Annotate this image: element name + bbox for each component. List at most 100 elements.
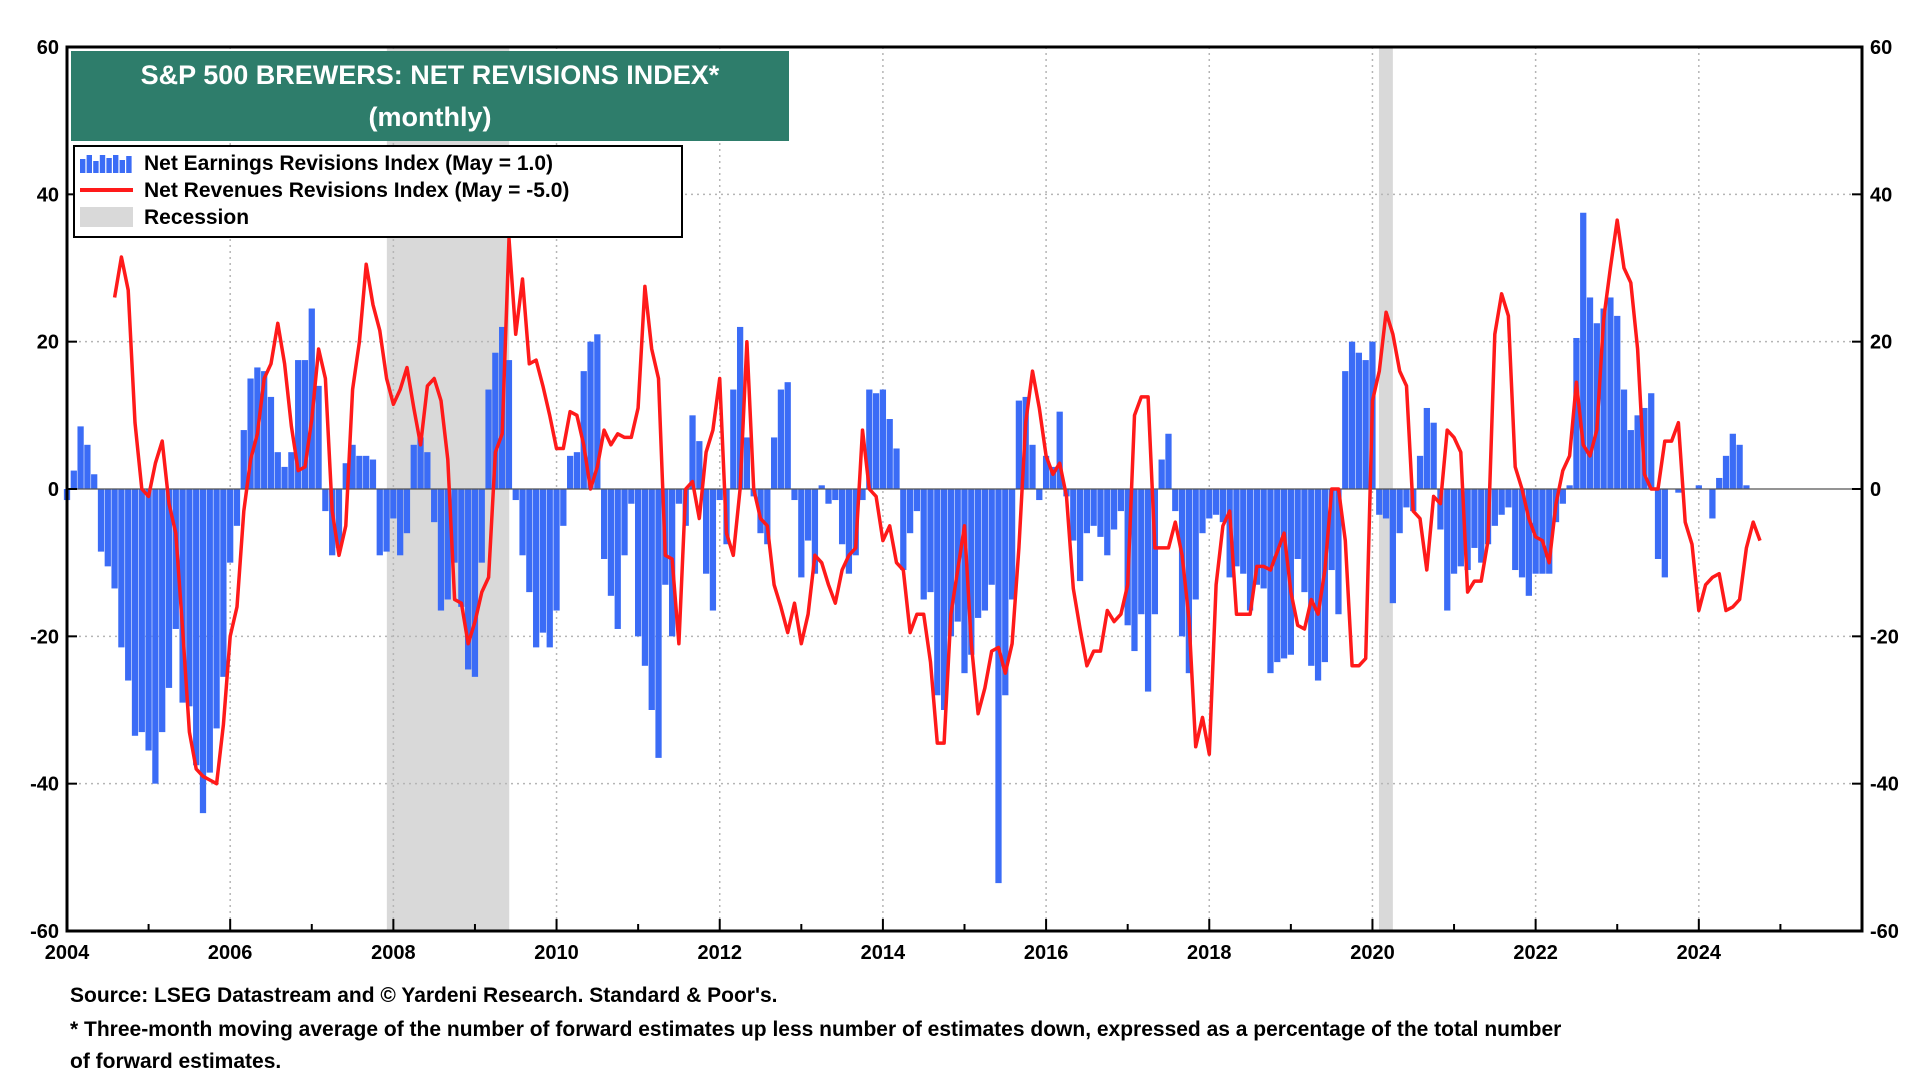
earnings-bar (1328, 489, 1335, 571)
earnings-bar (322, 489, 329, 512)
y-tick-label-left: 20 (37, 332, 59, 354)
earnings-bar (1729, 433, 1736, 489)
earnings-bar (641, 489, 649, 666)
earnings-bar (492, 352, 499, 489)
earnings-bar (533, 489, 540, 648)
earnings-bar (920, 489, 927, 600)
x-tick-label: 2008 (371, 942, 416, 964)
earnings-bar (376, 489, 383, 556)
earnings-bar (689, 415, 696, 489)
earnings-bar (1110, 489, 1118, 530)
earnings-bar (1056, 411, 1063, 489)
earnings-bar (1416, 455, 1424, 489)
earnings-bar (1586, 297, 1594, 489)
footnote-line-1: * Three-month moving average of the numb… (70, 1018, 1562, 1041)
earnings-bar (1464, 489, 1471, 571)
earnings-bar (1260, 489, 1267, 589)
earnings-bar (356, 455, 363, 489)
earnings-bar (335, 489, 343, 548)
earnings-bar (1376, 489, 1383, 515)
legend-earnings-label: Net Earnings Revisions Index (May = 1.0) (144, 152, 553, 175)
earnings-bar (628, 489, 635, 504)
earnings-bar (635, 489, 642, 637)
earnings-bar (281, 466, 288, 489)
earnings-bar (485, 389, 492, 489)
earnings-bar (1362, 360, 1369, 489)
earnings-bar (798, 489, 805, 578)
earnings-bar (1342, 371, 1349, 489)
earnings-bar (1423, 407, 1430, 489)
x-tick-label: 2024 (1677, 942, 1722, 964)
earnings-bar (614, 489, 621, 629)
legend-revenues-label: Net Revenues Revisions Index (May = -5.0… (144, 179, 569, 202)
earnings-bar (1525, 489, 1532, 596)
y-tick-label-right: 40 (1870, 184, 1892, 206)
earnings-bar (784, 382, 791, 489)
earnings-bar (1131, 489, 1138, 652)
earnings-bar (845, 489, 853, 574)
earnings-bar (968, 489, 975, 655)
earnings-bar (410, 444, 417, 489)
earnings-bar (913, 489, 921, 512)
earnings-bar (1076, 489, 1084, 582)
earnings-bar (1240, 489, 1247, 574)
earnings-bar (247, 378, 254, 489)
earnings-bar (1607, 297, 1614, 489)
earnings-bar (1104, 489, 1111, 556)
earnings-bar (573, 452, 581, 489)
earnings-bar (1450, 489, 1458, 574)
earnings-bar (601, 489, 608, 559)
earnings-bar (505, 360, 513, 489)
earnings-bar (1036, 489, 1043, 501)
x-tick-label: 2020 (1350, 942, 1395, 964)
earnings-bar (295, 360, 302, 489)
earnings-bar (1199, 489, 1206, 534)
legend-mini-bar (99, 155, 106, 173)
earnings-bar (1566, 485, 1573, 489)
earnings-bar (804, 489, 812, 541)
earnings-bar (240, 430, 247, 489)
earnings-bar (866, 389, 873, 489)
earnings-bar (560, 489, 567, 526)
earnings-bar (213, 489, 220, 729)
earnings-bar (1675, 489, 1682, 493)
earnings-bar (1403, 489, 1410, 508)
earnings-bar (193, 489, 200, 766)
earnings-bar (220, 489, 227, 677)
legend-recession-label: Recession (144, 206, 249, 229)
earnings-bar (981, 489, 989, 611)
earnings-bar (1709, 489, 1716, 519)
earnings-bar (1437, 489, 1444, 530)
earnings-bar (233, 489, 241, 526)
earnings-bar (1627, 430, 1634, 489)
earnings-bar (1348, 341, 1356, 489)
earnings-bar (1430, 422, 1437, 489)
earnings-bar (267, 396, 275, 489)
earnings-bar (403, 489, 411, 534)
earnings-bar (145, 489, 152, 751)
earnings-bar (138, 489, 145, 733)
earnings-bar (227, 489, 234, 563)
earnings-bar (471, 489, 479, 677)
earnings-bar (206, 489, 213, 773)
earnings-bar (1294, 489, 1301, 559)
earnings-bar (397, 489, 404, 556)
earnings-bar (995, 489, 1002, 884)
earnings-bar (730, 389, 737, 489)
legend-mini-bar (119, 160, 125, 173)
earnings-bar (1722, 455, 1730, 489)
earnings-bar (872, 393, 880, 489)
legend-recession-icon (80, 207, 133, 227)
earnings-bar (777, 389, 785, 489)
earnings-bar (811, 489, 819, 574)
chart-title: S&P 500 BREWERS: NET REVISIONS INDEX* (141, 60, 720, 90)
earnings-bar (1090, 489, 1097, 526)
earnings-bar (1634, 415, 1641, 489)
earnings-bar (91, 474, 98, 489)
y-tick-label-right: 0 (1870, 479, 1881, 501)
earnings-bar (199, 489, 207, 814)
earnings-bar (125, 489, 132, 681)
earnings-bar (567, 455, 574, 489)
earnings-bar (1233, 489, 1240, 567)
